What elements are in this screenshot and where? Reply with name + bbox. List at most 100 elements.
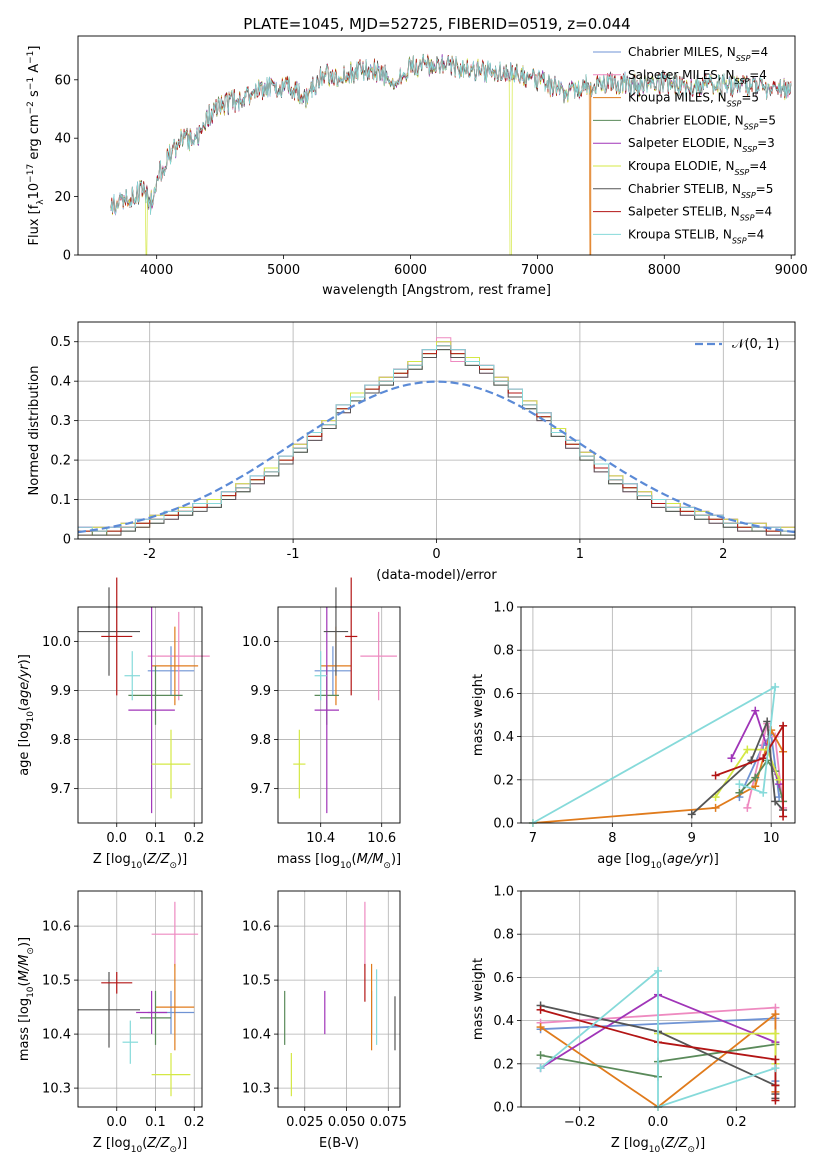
y-tick-label: 9.9 <box>50 684 71 699</box>
weight-line <box>532 727 784 824</box>
y-tick-label: 0.8 <box>493 644 514 659</box>
y-axis-label: mass weight <box>471 674 486 756</box>
weight-line <box>715 722 784 817</box>
x-tick-label: 10.6 <box>367 831 396 846</box>
x-tick-label: 7 <box>529 831 537 846</box>
y-tick-label: 60 <box>54 73 71 88</box>
y-tick-label: 10.0 <box>42 635 71 650</box>
x-tick-label: 9000 <box>775 263 808 278</box>
y-axis-label: mass [log10(M/M⊙)] <box>17 937 36 1061</box>
x-axis-label: wavelength [Angstrom, rest frame] <box>322 283 551 298</box>
y-tick-label: 9.8 <box>250 733 271 748</box>
y-tick-label: 10.4 <box>42 1028 71 1043</box>
axes-frame <box>520 606 796 824</box>
axes-frame <box>277 890 401 1108</box>
age-vs-mass-panel: 10.4 10.6 9.7 9.8 9.9 10.0 mass [log10(M/M⊙)] <box>242 577 401 871</box>
mass-weight-vs-Z-panel: −0.2 0.0 0.2 0.0 0.2 0.4 0.6 0.8 1.0 Z [log10(Z/Z… <box>471 885 796 1155</box>
x-tick-label: 1 <box>576 547 584 562</box>
y-axis-label: Flux [fλ10−17 erg cm−2 s−1 A−1] <box>26 46 46 246</box>
y-tick-label: 0.3 <box>50 414 71 429</box>
x-axis-label: Z [log10(Z/Z⊙)] <box>93 852 187 871</box>
y-tick-label: 0.4 <box>493 730 514 745</box>
x-tick-label: 7000 <box>521 263 554 278</box>
y-tick-label: 0.0 <box>493 817 514 832</box>
y-tick-label: 10.3 <box>42 1082 71 1097</box>
axes-frame <box>77 606 203 824</box>
legend-entry: Salpeter ELODIE, NSSP=3 <box>628 136 775 154</box>
y-tick-label: 9.7 <box>50 782 71 797</box>
weight-line <box>532 685 777 824</box>
y-tick-label: 0.0 <box>493 1101 514 1116</box>
x-tick-label: 0.075 <box>370 1115 407 1130</box>
x-tick-label: 0.0 <box>106 1115 127 1130</box>
age-vs-Z-panel: 0.0 0.1 0.2 9.7 9.8 9.9 10.0 Z [log10(Z/Z⊙)] age… <box>17 577 210 871</box>
x-tick-label: 0 <box>432 547 440 562</box>
legend-entry: 𝒩(0, 1) <box>732 337 779 352</box>
spectrum-line <box>110 55 591 256</box>
y-tick-label: 9.7 <box>250 782 271 797</box>
weight-line <box>738 732 780 798</box>
x-tick-label: 6000 <box>394 263 427 278</box>
x-tick-label: 0.2 <box>726 1115 747 1130</box>
legend-entry: Chabrier MILES, NSSP=4 <box>628 45 768 63</box>
y-tick-label: 0.5 <box>50 335 71 350</box>
x-tick-label: 2 <box>719 547 727 562</box>
y-tick-label: 10.5 <box>42 974 71 989</box>
x-tick-label: -2 <box>143 547 156 562</box>
legend-entry: Salpeter STELIB, NSSP=4 <box>628 205 772 223</box>
figure-title: PLATE=1045, MJD=52725, FIBERID=0519, z=0… <box>243 15 630 33</box>
x-tick-label: −0.2 <box>564 1115 596 1130</box>
x-tick-label: -1 <box>287 547 300 562</box>
x-tick-label: 9 <box>688 831 696 846</box>
weight-line <box>714 748 780 798</box>
x-tick-label: 4000 <box>140 263 173 278</box>
axes-frame <box>77 890 203 1108</box>
axes-frame <box>277 606 401 824</box>
y-tick-label: 0.4 <box>493 1014 514 1029</box>
x-tick-label: 0.050 <box>328 1115 365 1130</box>
spectrum-panel: 4000 5000 6000 7000 8000 9000 0 20 40 60 Chabrier … <box>26 35 808 298</box>
x-tick-label: 10 <box>763 831 780 846</box>
mass-vs-Z-panel: 0.0 0.1 0.2 10.3 10.4 10.5 10.6 Z [log10(Z/Z⊙)]… <box>17 890 205 1155</box>
y-tick-label: 0 <box>63 533 71 548</box>
y-tick-label: 0.2 <box>493 773 514 788</box>
y-tick-label: 10.6 <box>242 920 271 935</box>
gaussian-curve <box>77 380 796 534</box>
legend-entry: Chabrier STELIB, NSSP=5 <box>628 182 773 200</box>
weight-line <box>540 968 776 1109</box>
x-axis-label: (data-model)/error <box>376 568 497 583</box>
axes-frame <box>77 321 796 540</box>
y-tick-label: 0 <box>63 249 71 264</box>
y-tick-label: 0.2 <box>493 1057 514 1072</box>
x-axis-label: Z [log10(Z/Z⊙)] <box>611 1136 705 1155</box>
x-tick-label: 0.2 <box>184 831 205 846</box>
y-tick-label: 0.6 <box>493 687 514 702</box>
mass-weight-vs-age-panel: 7 8 9 10 0.0 0.2 0.4 0.6 0.8 1.0 age [log10(age/yr… <box>471 601 796 871</box>
x-tick-label: 0.1 <box>145 831 166 846</box>
y-tick-label: 10.0 <box>242 635 271 650</box>
y-tick-label: 0.6 <box>493 971 514 986</box>
spectrum-line <box>110 54 792 256</box>
x-axis-label: E(B-V) <box>319 1136 359 1151</box>
y-tick-label: 20 <box>54 190 71 205</box>
y-tick-label: 0.2 <box>50 454 71 469</box>
y-tick-label: 10.5 <box>242 974 271 989</box>
y-tick-label: 0.1 <box>50 493 71 508</box>
spectrum-line <box>110 55 792 215</box>
x-axis-label: mass [log10(M/M⊙)] <box>277 852 401 871</box>
x-tick-label: 8000 <box>648 263 681 278</box>
legend-entry: Chabrier ELODIE, NSSP=5 <box>628 113 776 130</box>
x-tick-label: 0.025 <box>286 1115 323 1130</box>
y-tick-label: 0.8 <box>493 928 514 943</box>
legend-entry: Salpeter MILES, NSSP=4 <box>628 68 767 86</box>
x-tick-label: 0.1 <box>145 1115 166 1130</box>
legend-entry: Kroupa MILES, NSSP=5 <box>628 91 759 109</box>
x-axis-label: age [log10(age/yr)] <box>597 852 719 871</box>
y-axis-label: Normed distribution <box>27 366 42 496</box>
y-axis-label: age [log10(age/yr)] <box>17 654 36 776</box>
y-tick-label: 10.3 <box>242 1082 271 1097</box>
y-tick-label: 10.4 <box>242 1028 271 1043</box>
x-tick-label: 8 <box>608 831 616 846</box>
x-tick-label: 0.0 <box>648 1115 669 1130</box>
